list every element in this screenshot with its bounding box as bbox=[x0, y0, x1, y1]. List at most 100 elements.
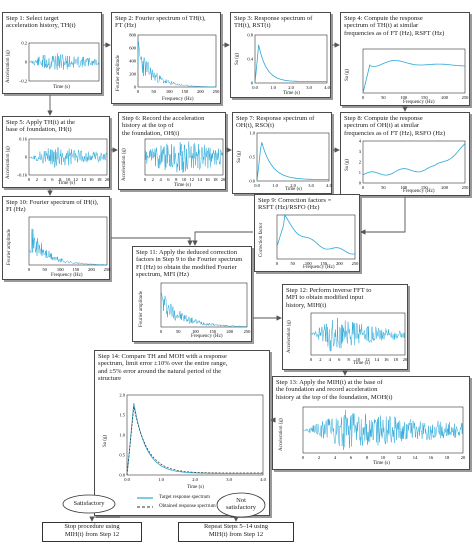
step10-plot-frame bbox=[28, 216, 108, 266]
step8-xtick: 50 bbox=[381, 185, 386, 190]
step4-xtick: 200 bbox=[441, 95, 449, 100]
step12-xlabel: Time (s) bbox=[353, 361, 370, 366]
step6-xtick: 20 bbox=[221, 177, 226, 182]
step12-xtick: 8 bbox=[347, 357, 350, 362]
arrow-10-11 bbox=[111, 237, 193, 246]
step12-xtick: 14 bbox=[375, 357, 380, 362]
satisfactory-cloud: Satisfactory bbox=[62, 494, 116, 514]
step10-xtick: 0 bbox=[28, 267, 31, 272]
step14-chart: 0.0 1.0 2.0 3.0 4.0 2.0 1.5 1.0 0.5 0.0 bbox=[119, 393, 266, 483]
step11-title: Step 11: Apply the deduced correction fa… bbox=[136, 249, 243, 279]
step3-ytick: 0.8 bbox=[247, 33, 253, 38]
step9-box: Step 9: Correction factors = RSFT (Hz)/R… bbox=[254, 194, 360, 272]
step8-title: Step 8: Compute the response spectrum of… bbox=[344, 115, 446, 137]
step5-xtick: 4 bbox=[43, 177, 46, 182]
step4-plot-frame bbox=[362, 48, 466, 94]
step13-xlabel: Time (s) bbox=[373, 461, 390, 466]
step6-xtick: 0 bbox=[144, 177, 147, 182]
arrow-8-9 bbox=[360, 197, 406, 235]
step5-xtick: 0 bbox=[28, 177, 31, 182]
step4-xtick: 250 bbox=[462, 95, 470, 100]
step5-ytick: 0 bbox=[25, 155, 28, 160]
step11-ylabel: Fourier amplitude bbox=[139, 291, 144, 327]
step5-xtick: 2 bbox=[36, 177, 38, 182]
step4-xtick: 0 bbox=[362, 95, 365, 100]
step3-chart: 0.0 1.0 2.0 3.0 4.0 0.8 0.4 0 bbox=[247, 33, 330, 91]
step12-xtick: 0 bbox=[310, 357, 313, 362]
step7-xlabel: Time (s) bbox=[285, 187, 302, 192]
step3-title: Step 3: Response spectrum of TH(t), RST(… bbox=[234, 15, 313, 30]
step14-xtick: 4.0 bbox=[260, 477, 266, 482]
step9-xtick: 200 bbox=[336, 261, 344, 266]
step3-plot-frame bbox=[254, 34, 328, 84]
step13-xtick: 4 bbox=[334, 455, 337, 460]
step1-ytick: 0.2 bbox=[21, 41, 27, 46]
step6-xtick: 8 bbox=[175, 177, 178, 182]
step11-xtick: 0 bbox=[160, 329, 163, 334]
satisfactory-label: Satisfactory bbox=[73, 500, 105, 507]
step14-xlabel: Time (s) bbox=[187, 485, 204, 490]
step10-ylabel: Fourier amplitude bbox=[7, 229, 12, 265]
step10-xtick: 50 bbox=[42, 267, 47, 272]
step4-xtick: 50 bbox=[381, 95, 386, 100]
step9-trace bbox=[276, 213, 356, 255]
step12-xtick: 12 bbox=[365, 357, 370, 362]
step9-xtick: 50 bbox=[290, 261, 295, 266]
step9-xtick: 100 bbox=[305, 261, 313, 266]
legend-target-label: Target response spectrum bbox=[159, 495, 210, 500]
step12-xtick: 18 bbox=[393, 357, 398, 362]
step2-xtick: 250 bbox=[213, 89, 221, 94]
step3-xlabel: Time (s) bbox=[283, 91, 300, 96]
step4-xtick: 150 bbox=[421, 95, 429, 100]
step5-xtick: 12 bbox=[74, 177, 79, 182]
step9-chart: 0 50 100 150 200 250 bbox=[276, 213, 359, 266]
step2-xtick: 100 bbox=[166, 89, 174, 94]
step6-xtick: 4 bbox=[159, 177, 162, 182]
step14-target-trace bbox=[126, 403, 263, 476]
step13-title: Step 13: Apply the MIH(t) at the base of… bbox=[276, 379, 393, 401]
not-satisfactory-label: Not satisfactory bbox=[226, 497, 256, 511]
step3-ytick: 0.4 bbox=[247, 57, 253, 62]
step13-xtick: 20 bbox=[461, 455, 466, 460]
step11-box: Step 11: Apply the deduced correction fa… bbox=[132, 246, 252, 342]
step12-xtick: 16 bbox=[384, 357, 389, 362]
step14-xtick: 3.0 bbox=[226, 477, 232, 482]
step6-xtick: 12 bbox=[190, 177, 195, 182]
step8-xtick: 250 bbox=[462, 185, 470, 190]
step8-ytick: 0 bbox=[359, 181, 362, 186]
step6-xtick: 6 bbox=[167, 177, 170, 182]
step11-xtick: 200 bbox=[226, 329, 234, 334]
step1-ylabel: Acceleration (g) bbox=[6, 50, 11, 83]
step9-xtick: 150 bbox=[320, 261, 328, 266]
step5-xtick: 20 bbox=[105, 177, 110, 182]
step1-chart: 0.2 0 −0.2 bbox=[19, 41, 100, 84]
step5-xtick: 8 bbox=[59, 177, 62, 182]
step2-xlabel: Frequency (Hz) bbox=[162, 97, 194, 102]
step6-plot-trace bbox=[144, 141, 223, 173]
step1-xlabel: Time (s) bbox=[53, 85, 70, 90]
legend-obtained-label: Obtained response spectrum bbox=[159, 504, 216, 509]
step9-xtick: 250 bbox=[352, 261, 360, 266]
step8-xtick: 200 bbox=[441, 185, 449, 190]
step9-ylabel: Correction factor bbox=[259, 222, 264, 257]
step5-xlabel: Time (s) bbox=[58, 181, 75, 186]
step10-xlabel: Frequency (Hz) bbox=[51, 273, 83, 278]
step2-ytick: 800 bbox=[129, 33, 137, 38]
step8-ytick: 1 bbox=[359, 170, 361, 175]
step5-xtick: 10 bbox=[66, 177, 71, 182]
step14-ytick: 0.5 bbox=[119, 453, 125, 458]
step1-plot-trace bbox=[28, 53, 99, 71]
stop-procedure-box: Stop procedure using MIH(t) from Step 12 bbox=[42, 522, 142, 542]
step2-ytick: 200 bbox=[129, 72, 137, 77]
step13-xtick: 12 bbox=[397, 455, 402, 460]
step13-ylabel: Acceleration (g) bbox=[279, 418, 284, 451]
step8-trace bbox=[362, 143, 466, 176]
step8-ylabel: Sa (g) bbox=[345, 158, 350, 171]
step13-chart: 0 2 4 6 8 10 12 14 16 18 20 bbox=[302, 406, 466, 460]
step2-title: Step 2: Fourier spectrum of TH(t), FT (H… bbox=[115, 15, 206, 30]
step7-title: Step 7: Response spectrum of OH(t), RSO(… bbox=[236, 115, 315, 130]
step13-xtick: 10 bbox=[381, 455, 386, 460]
step12-xtick: 4 bbox=[329, 357, 332, 362]
step6-xtick: 16 bbox=[205, 177, 210, 182]
step1-ytick: −0.2 bbox=[19, 79, 27, 84]
